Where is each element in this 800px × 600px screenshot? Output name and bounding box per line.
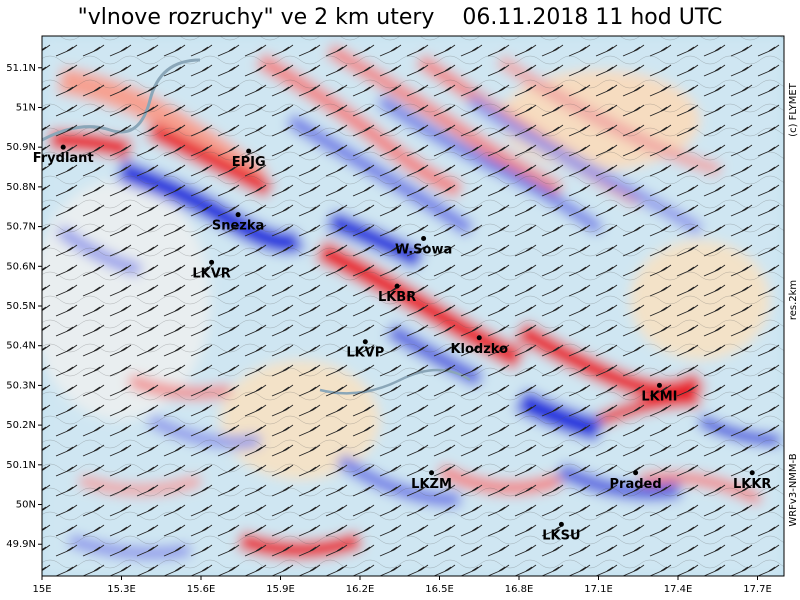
lon-tick-label: 16.8E	[505, 584, 534, 595]
place-dot	[429, 470, 435, 476]
place-label: LKBR	[378, 290, 416, 305]
place-label: LKSU	[542, 528, 580, 543]
lon-tick-label: 15E	[32, 584, 51, 595]
lat-tick-label: 50.2N	[6, 420, 36, 431]
place-dot	[633, 470, 639, 476]
wind-barbs	[42, 36, 784, 576]
place-dot	[246, 148, 252, 154]
place-dot	[421, 236, 427, 241]
lon-tick-label: 15.6E	[187, 584, 216, 595]
lat-tick-label: 50.6N	[6, 261, 36, 272]
wave-field	[42, 36, 784, 576]
place-label: LKMI	[641, 389, 677, 404]
place-dot	[749, 470, 755, 476]
lat-tick-label: 50N	[16, 500, 36, 511]
lat-tick-label: 49.9N	[6, 539, 36, 550]
place-label: LKZM	[411, 477, 452, 492]
lon-tick-label: 17.4E	[664, 584, 693, 595]
place-dot	[558, 521, 564, 527]
place-label: Snezka	[212, 219, 264, 234]
model-label: WRFv3-NMM-B	[788, 453, 799, 526]
lat-tick-label: 51N	[16, 102, 36, 113]
place-label: Frydlant	[33, 151, 94, 166]
place-dot	[656, 382, 662, 388]
place-label: Klodzko	[450, 342, 508, 357]
place-label: Praded	[610, 477, 662, 492]
place-dot	[394, 283, 400, 289]
place-dot	[209, 259, 215, 265]
place-label: LKKR	[733, 477, 771, 492]
lat-tick-label: 50.3N	[6, 380, 36, 391]
lat-tick-label: 50.4N	[6, 341, 36, 352]
lon-tick-label: 16.5E	[425, 584, 454, 595]
place-dot	[235, 212, 241, 218]
lat-tick-label: 50.9N	[6, 142, 36, 153]
place-label: W.Sowa	[395, 243, 452, 258]
lat-tick-label: 50.7N	[6, 222, 36, 233]
lat-tick-label: 50.1N	[6, 460, 36, 471]
axis-ticks: 51.1N 51N 50.9N 50.8N 50.7N 50.6N 50.5N 50.4N 50…	[6, 63, 772, 595]
place-dot	[60, 144, 66, 150]
lon-tick-label: 17.1E	[584, 584, 613, 595]
lat-tick-label: 50.5N	[6, 301, 36, 312]
lon-tick-label: 15.3E	[107, 584, 136, 595]
place-label: EPJG	[232, 155, 266, 170]
lon-tick-label: 16.2E	[346, 584, 375, 595]
lon-tick-label: 17.7E	[743, 584, 772, 595]
place-dot	[476, 335, 482, 341]
place-dot	[362, 339, 368, 345]
place-label: LKVP	[346, 346, 384, 361]
resolution-label: res.2km	[788, 280, 799, 320]
map-title: "vlnove rozruchy" ve 2 km utery 06.11.20…	[77, 5, 723, 30]
lat-tick-label: 50.8N	[6, 182, 36, 193]
place-markers: Frydlant EPJG Snezka LKVR W.Sowa LKBR LKVP Klod…	[33, 144, 771, 543]
lat-tick-label: 51.1N	[6, 63, 36, 74]
lon-tick-label: 15.9E	[266, 584, 295, 595]
place-label: LKVR	[192, 266, 230, 281]
credit-label: (c) FLYMET	[788, 82, 799, 137]
